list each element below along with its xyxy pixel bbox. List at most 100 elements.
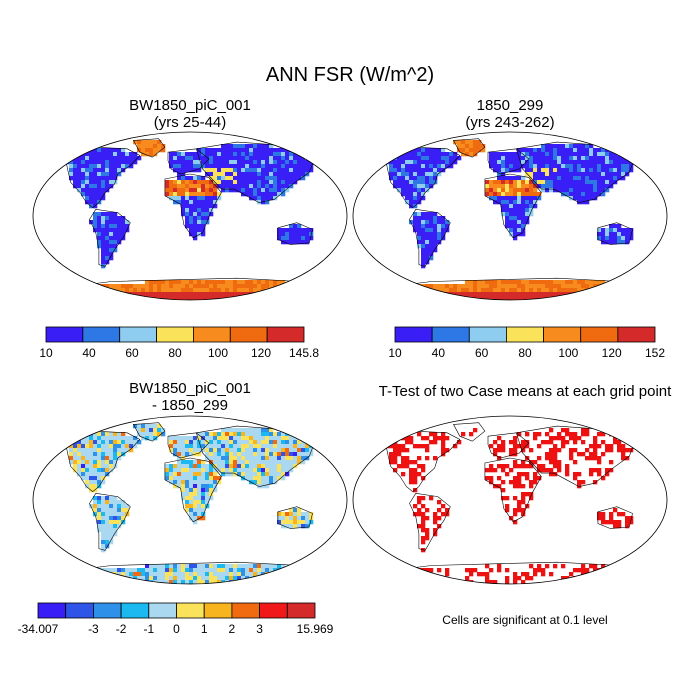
map-cell	[417, 180, 422, 185]
map-cell	[301, 512, 306, 517]
map-cell	[501, 184, 506, 189]
map-cell	[137, 424, 142, 429]
map-cell	[485, 292, 490, 297]
map-cell	[537, 152, 542, 157]
map-cell	[593, 168, 598, 173]
map-cell	[177, 284, 182, 289]
map-cell	[605, 232, 610, 237]
map-cell	[305, 452, 310, 457]
map-cell	[185, 160, 190, 165]
map-cell	[293, 160, 298, 165]
map-cell	[297, 156, 302, 161]
map-cell	[113, 508, 118, 513]
map-cell	[189, 224, 194, 229]
map-cell	[293, 516, 298, 521]
map-cell	[629, 440, 634, 445]
map-cell	[441, 288, 446, 293]
map-cell	[197, 492, 202, 497]
map-cell	[429, 248, 434, 253]
map-cell	[617, 236, 622, 241]
map-cell	[421, 288, 426, 293]
map-cell	[289, 580, 294, 584]
map-cell	[301, 456, 306, 461]
map-cell	[597, 188, 602, 193]
map-cell	[73, 572, 78, 577]
map-cell	[181, 448, 186, 453]
map-cell	[93, 440, 98, 445]
map-cell	[137, 428, 142, 433]
map-cell	[573, 448, 578, 453]
map-cell	[513, 224, 518, 229]
map-cell	[213, 164, 218, 169]
map-cell	[569, 172, 574, 177]
map-cell	[581, 428, 586, 433]
map-cell	[525, 576, 530, 581]
map-cell	[625, 164, 630, 169]
map-cell	[197, 504, 202, 509]
map-cell	[265, 472, 270, 477]
map-cell	[529, 192, 534, 197]
map-cell	[517, 200, 522, 205]
map-cell	[497, 292, 502, 297]
map-cell	[589, 292, 594, 297]
map-cell	[549, 448, 554, 453]
colorbar-1-box	[119, 326, 157, 343]
map-cell	[437, 508, 442, 513]
map-cell	[577, 452, 582, 457]
map-cell	[237, 436, 242, 441]
map-cell	[433, 220, 438, 225]
map-cell	[617, 232, 622, 237]
map-cell	[413, 176, 418, 181]
map-cell	[213, 176, 218, 181]
map-cell	[289, 292, 294, 297]
map-cell	[529, 496, 534, 501]
map-cell	[309, 572, 314, 577]
map-cell	[253, 284, 258, 289]
map-cell	[181, 296, 186, 300]
map-cell	[429, 224, 434, 229]
map-cell	[149, 568, 154, 573]
map-cell	[577, 172, 582, 177]
map-cell	[193, 504, 198, 509]
map-cell	[97, 528, 102, 533]
map-cell	[585, 196, 590, 201]
main-title: ANN FSR (W/m^2)	[265, 64, 435, 86]
map-cell	[105, 148, 110, 153]
map-cell	[249, 444, 254, 449]
map-cell	[605, 184, 610, 189]
map-cell	[145, 428, 150, 433]
coastline-southAmerica	[409, 492, 451, 551]
map-cell	[137, 148, 142, 153]
map-cell	[229, 168, 234, 173]
map-cell	[293, 152, 298, 157]
map-cell	[557, 296, 562, 300]
map-cell	[205, 156, 210, 161]
map-cell	[573, 144, 578, 149]
map-cell	[569, 144, 574, 149]
map-cell	[285, 580, 290, 584]
map-cell	[73, 296, 78, 300]
map-cell	[245, 460, 250, 465]
map-cell	[233, 436, 238, 441]
map-cell	[209, 572, 214, 577]
map-cell	[81, 472, 86, 477]
map-cell	[81, 176, 86, 181]
map-cell	[629, 156, 634, 161]
map-cell	[409, 172, 414, 177]
map-cell	[465, 148, 470, 153]
map-cell	[273, 476, 278, 481]
map-cell	[281, 468, 286, 473]
map-cell	[313, 580, 318, 584]
map-cell	[185, 468, 190, 473]
map-cell	[137, 156, 142, 161]
map-cell	[449, 160, 454, 165]
map-cell	[425, 180, 430, 185]
map-cell	[573, 172, 578, 177]
map-cell	[521, 440, 526, 445]
map-cell	[169, 480, 174, 485]
map-cell	[601, 232, 606, 237]
map-cell	[161, 144, 166, 149]
map-cell	[593, 440, 598, 445]
map-cell	[97, 468, 102, 473]
map-cell	[133, 444, 138, 449]
